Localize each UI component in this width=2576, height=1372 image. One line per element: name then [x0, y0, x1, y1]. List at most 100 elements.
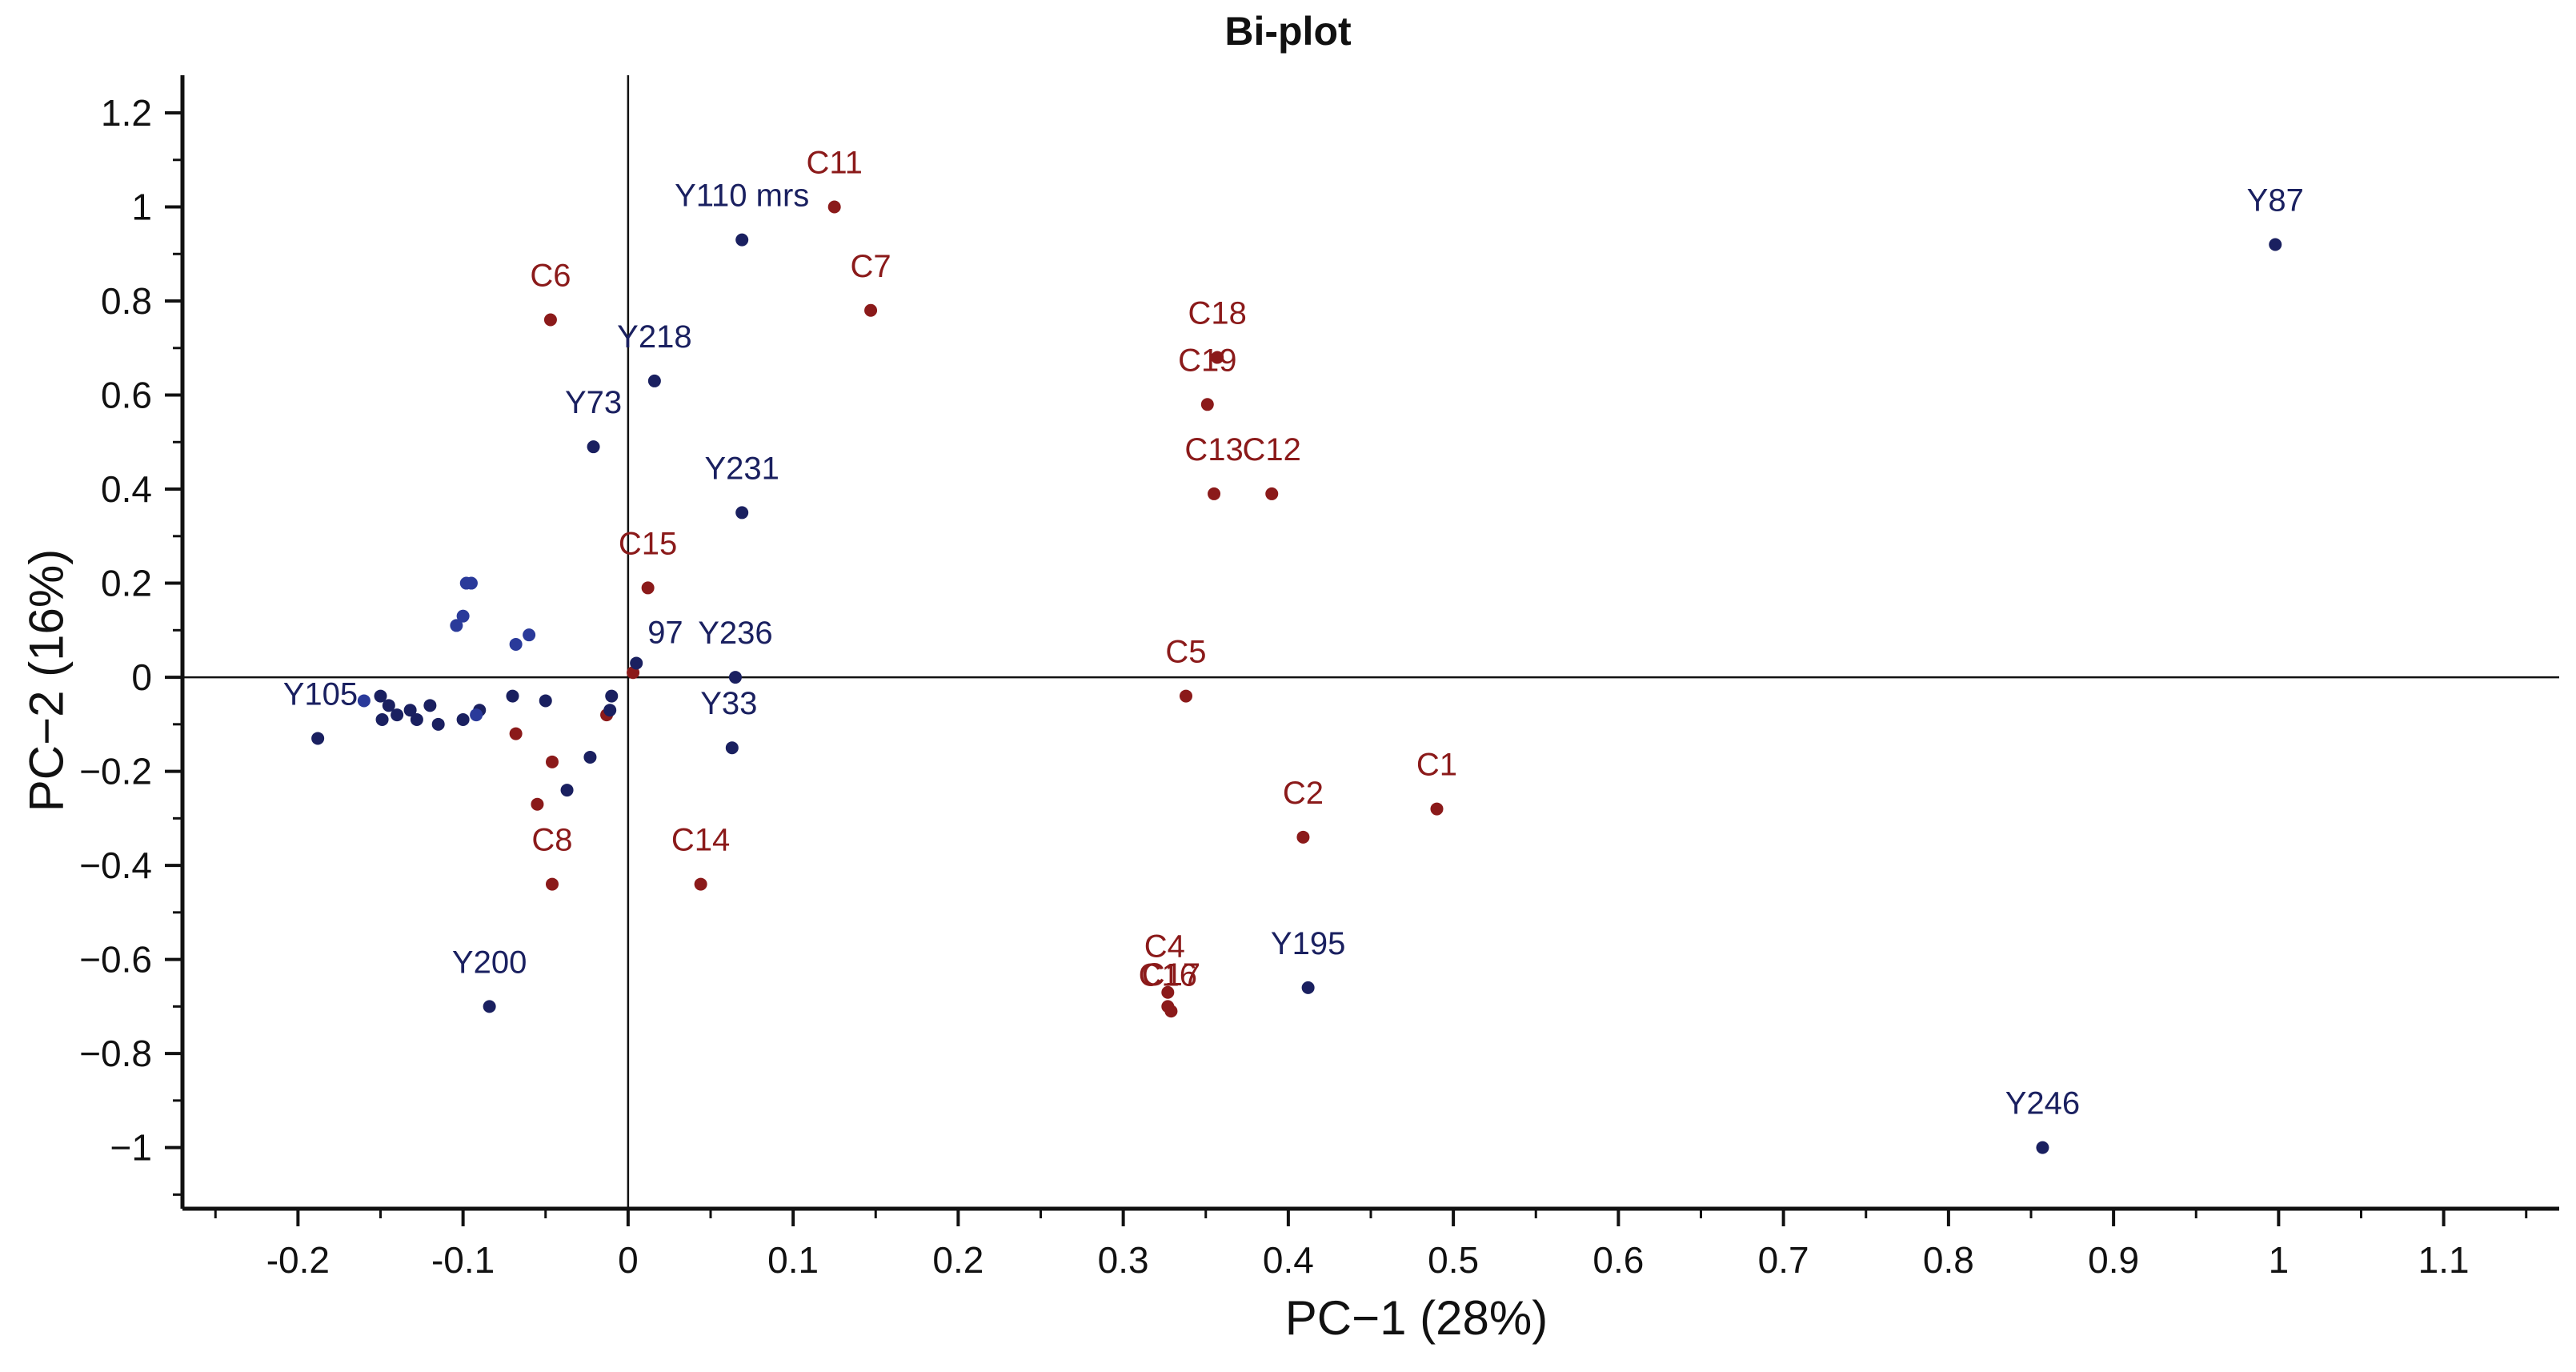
variable-point-c1	[1430, 802, 1444, 816]
sample-label: Y73	[565, 385, 622, 420]
variable-label: C2	[1283, 776, 1324, 811]
variable-point-c7	[864, 303, 878, 317]
sample-point	[357, 694, 371, 708]
variable-point-c5	[1180, 689, 1192, 703]
sample-label: Y231	[704, 451, 779, 486]
y-tick-label: 0.2	[101, 563, 152, 604]
variable-label: C17	[1142, 957, 1200, 993]
sample-point	[506, 689, 519, 703]
y-tick-label: 0	[131, 656, 152, 698]
y-tick-label: −1	[110, 1127, 152, 1169]
sample-label: Y218	[617, 319, 691, 355]
variable-point-c6	[543, 313, 557, 327]
x-tick-label: 0.4	[1263, 1239, 1314, 1281]
variable-point	[546, 755, 559, 768]
sample-point	[391, 708, 404, 722]
sample-point-y195	[1301, 981, 1315, 994]
sample-point	[523, 628, 536, 642]
y-tick-label: −0.6	[79, 939, 152, 981]
sample-point	[583, 750, 597, 764]
y-axis-label: PC−2 (16%)	[19, 548, 74, 812]
sample-label: Y33	[700, 686, 757, 721]
variable-label: C11	[806, 146, 862, 181]
sample-point	[464, 576, 478, 590]
sample-label: Y246	[2005, 1086, 2080, 1121]
sample-point	[560, 784, 574, 797]
y-tick-label: −0.4	[79, 844, 152, 886]
variable-label: C1	[1416, 748, 1457, 783]
sample-point-y218	[647, 374, 661, 387]
x-tick-label: 0.7	[1758, 1239, 1809, 1281]
variable-label: C12	[1243, 432, 1301, 467]
sample-point	[450, 619, 463, 632]
axes-layer	[180, 75, 2559, 1211]
variable-label: C6	[530, 259, 571, 294]
x-tick-label: 0	[618, 1239, 639, 1281]
sample-point-y105	[311, 732, 325, 745]
x-tick-label: -0.2	[266, 1239, 330, 1281]
variable-point	[531, 797, 544, 811]
sample-point	[456, 609, 470, 623]
variable-label: C8	[531, 823, 572, 858]
sample-point	[470, 708, 483, 722]
x-tick-label: 0.9	[2088, 1239, 2139, 1281]
sample-point-y33	[725, 741, 739, 755]
variable-label: C18	[1188, 296, 1246, 331]
sample-point-97	[630, 656, 643, 670]
x-tick-label: 1	[2269, 1239, 2290, 1281]
variable-point	[509, 727, 523, 740]
sample-point	[431, 717, 445, 731]
sample-point	[403, 704, 417, 717]
sample-point	[456, 712, 470, 726]
sample-point-y246	[2036, 1141, 2049, 1154]
sample-point	[374, 689, 387, 703]
variable-label: C16	[1139, 957, 1197, 993]
y-tick-label: −0.2	[79, 751, 152, 792]
variable-point-c18	[1211, 351, 1224, 364]
y-tick-label: 0.8	[101, 280, 152, 322]
variable-label: C7	[850, 249, 891, 284]
ticks-layer: 1.2 1 0.8 0.6 0.4 0.2 0 −0.2 −0.4 −0.6 −0.8 −1 -0.2 -…	[79, 92, 2528, 1281]
variable-label: C15	[619, 526, 677, 561]
sample-label: Y200	[452, 945, 527, 980]
y-tick-label: 1	[131, 187, 152, 228]
variable-point-c14	[694, 877, 707, 891]
sample-label: Y110 mrs	[675, 179, 809, 214]
sample-label: Y105	[283, 676, 358, 712]
x-tick-label: 0.5	[1428, 1239, 1479, 1281]
sample-point	[603, 704, 617, 717]
sample-point	[375, 712, 389, 726]
variable-point-c2	[1296, 830, 1310, 844]
variable-label: C14	[671, 823, 730, 858]
variable-label: C4	[1144, 929, 1185, 965]
y-tick-label: −0.8	[79, 1033, 152, 1074]
sample-point	[605, 689, 619, 703]
x-tick-label: 0.1	[767, 1239, 819, 1281]
variable-label: C5	[1165, 635, 1206, 670]
variable-point-c15	[641, 581, 655, 595]
x-tick-label: 0.2	[932, 1239, 984, 1281]
variable-point-c17	[1164, 1005, 1178, 1018]
sample-point	[509, 637, 523, 651]
points-layer	[311, 200, 2282, 1154]
sample-label: Y87	[2247, 183, 2304, 219]
variable-point-c4	[1161, 985, 1175, 999]
sample-label: 97	[647, 615, 683, 650]
x-tick-label: 1.1	[2418, 1239, 2470, 1281]
y-tick-label: 0.4	[101, 468, 152, 510]
sample-point	[539, 694, 552, 708]
x-tick-label: 0.6	[1592, 1239, 1644, 1281]
sample-point	[410, 712, 423, 726]
variable-point-c19	[1200, 398, 1214, 411]
variable-label: C19	[1178, 343, 1236, 378]
chart-title: Bi-plot	[1224, 9, 1352, 54]
sample-point-y87	[2269, 238, 2282, 251]
sample-point-y231	[735, 506, 749, 520]
x-tick-label: -0.1	[431, 1239, 495, 1281]
y-tick-label: 1.2	[101, 92, 152, 134]
variable-point-c13	[1208, 487, 1221, 500]
variable-point-c12	[1265, 487, 1279, 500]
sample-point-y236	[728, 671, 742, 684]
